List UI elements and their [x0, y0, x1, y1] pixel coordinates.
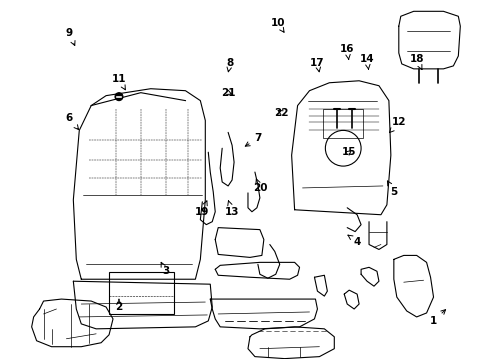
- Text: 11: 11: [111, 74, 126, 90]
- Circle shape: [115, 93, 122, 100]
- Bar: [109, 272, 173, 314]
- Text: 2: 2: [115, 299, 122, 312]
- Text: 18: 18: [408, 54, 423, 69]
- Text: 20: 20: [252, 179, 266, 193]
- Text: 4: 4: [347, 235, 360, 247]
- Text: 12: 12: [388, 117, 405, 132]
- Text: 19: 19: [195, 201, 209, 217]
- Text: 1: 1: [429, 310, 445, 326]
- Text: 6: 6: [65, 113, 79, 130]
- Text: 13: 13: [224, 201, 239, 217]
- Text: 16: 16: [339, 44, 354, 60]
- Text: 7: 7: [245, 133, 261, 146]
- Text: 3: 3: [161, 262, 169, 276]
- Text: 10: 10: [270, 18, 285, 32]
- Text: 22: 22: [274, 108, 288, 117]
- Text: 14: 14: [359, 54, 374, 69]
- Bar: [323, 109, 362, 138]
- Text: 17: 17: [309, 58, 324, 72]
- Text: 5: 5: [386, 181, 397, 197]
- Text: 8: 8: [226, 58, 233, 72]
- Text: 9: 9: [66, 28, 75, 45]
- Text: 21: 21: [221, 88, 235, 98]
- Text: 15: 15: [341, 147, 356, 157]
